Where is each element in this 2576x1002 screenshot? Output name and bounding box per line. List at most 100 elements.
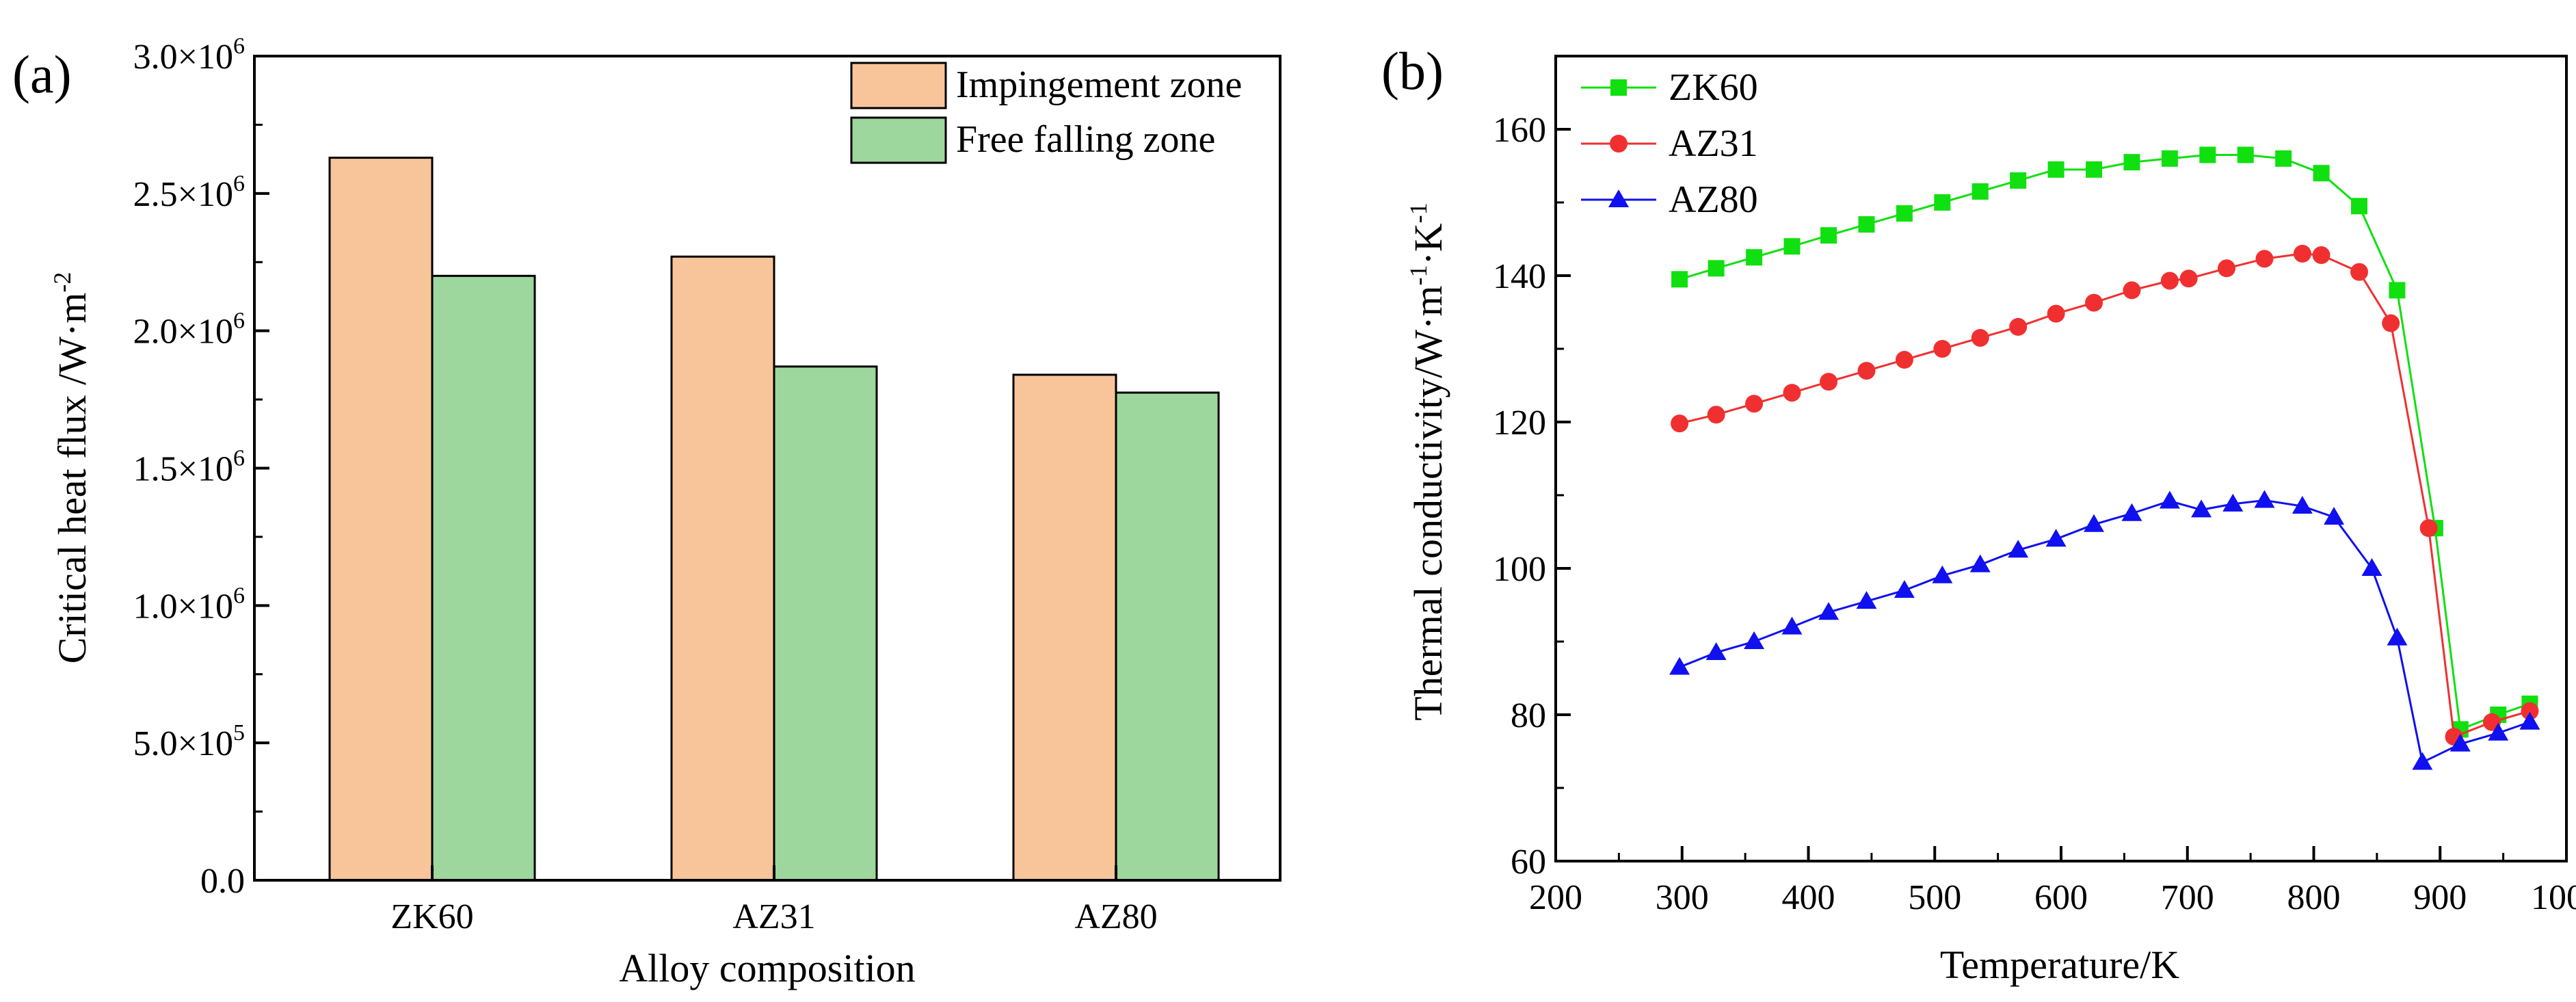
point-az80: [2254, 490, 2275, 508]
x-tick-label: 1000: [2531, 878, 2576, 917]
point-az80: [2519, 711, 2540, 730]
point-zk60: [2351, 198, 2368, 215]
y-tick-label: 1.5×106: [133, 446, 245, 489]
legend-swatch-free-falling: [850, 116, 947, 164]
point-az31: [2312, 246, 2331, 265]
point-az80: [1705, 642, 1727, 661]
point-az31: [2218, 259, 2236, 278]
y-tick-label: 80: [1511, 696, 1546, 735]
y-tick-label: 3.0×106: [133, 34, 245, 77]
point-az80: [2222, 493, 2244, 512]
bar-az80-impingement: [1012, 373, 1117, 882]
legend-marker-az31: [1610, 135, 1628, 153]
x-tick-label: ZK60: [390, 897, 473, 936]
point-zk60: [1934, 194, 1951, 211]
point-az31: [1671, 414, 1689, 433]
x-axis-title-b: Temperature/K: [1940, 942, 2179, 987]
legend-label: Free falling zone: [956, 118, 1215, 161]
y-axis-title-b-main: Thermal conductivity/W·m: [1406, 286, 1450, 721]
point-az80: [2292, 496, 2313, 514]
y-tick-label: 100: [1493, 550, 1546, 589]
point-az31: [2047, 304, 2065, 323]
legend-label: AZ80: [1669, 179, 1758, 221]
x-tick-label: 300: [1656, 878, 1709, 917]
point-az80: [1781, 616, 1803, 635]
legend-swatch-impingement: [850, 62, 947, 109]
legend-marker-zk60: [1610, 79, 1627, 96]
y-tick-label: 0.0: [200, 862, 245, 901]
point-zk60: [1671, 271, 1688, 288]
panel-label-a: (a): [12, 44, 72, 104]
point-az31: [1745, 395, 1764, 413]
x-tick-label: 800: [2287, 878, 2341, 917]
y-tick-label: 140: [1493, 257, 1546, 296]
legend-label: Impingement zone: [956, 64, 1242, 106]
bar-chart-panel: (a) 0.0 5.0×105 1.0×106 1.5×106 2.0×106 2.5×1…: [12, 34, 1282, 990]
point-zk60: [1896, 205, 1913, 222]
point-zk60: [1708, 260, 1725, 277]
legend-b: ZK60 AZ31 AZ80: [1581, 66, 1758, 221]
point-az80: [1894, 580, 1915, 598]
point-az80: [1818, 602, 1840, 620]
bar-zk60-free-falling: [431, 274, 536, 882]
line-chart-panel: (b) 60 80 100 120 140 160 200 300 400 500 600 700 8…: [1381, 41, 2576, 987]
point-az31: [2255, 250, 2274, 268]
x-tick-label: 600: [2034, 878, 2088, 917]
point-zk60: [1858, 216, 1875, 233]
point-zk60: [2010, 172, 2027, 189]
y-tick-label: 60: [1511, 843, 1546, 882]
point-az31: [2350, 263, 2369, 281]
point-zk60: [1820, 227, 1837, 244]
legend-label: AZ31: [1669, 122, 1758, 165]
point-az80: [2361, 558, 2382, 576]
point-az31: [2009, 317, 2028, 336]
y-axis-title-a-main: Critical heat flux /W·m: [50, 293, 94, 664]
panel-label-b: (b): [1381, 41, 1444, 101]
point-az80: [1969, 554, 1991, 572]
point-az80: [2387, 627, 2408, 646]
point-az31: [2382, 314, 2400, 332]
y-axis-title-a: Critical heat flux /W·m-2: [49, 272, 94, 664]
point-az80: [1856, 591, 1877, 609]
y-axis-title-a-sup: -2: [49, 272, 76, 293]
x-axis-b: 200 300 400 500 600 700 800 900 1000: [1529, 846, 2576, 917]
point-az80: [2045, 529, 2067, 547]
x-tick-label: AZ31: [732, 897, 815, 936]
point-az31: [2419, 519, 2438, 538]
x-tick-label: 900: [2413, 878, 2467, 917]
y-tick-label: 120: [1493, 404, 1546, 443]
x-tick-label: 700: [2161, 878, 2214, 917]
point-az31: [2085, 293, 2103, 312]
y-axis-title-b-sup2: -1: [1405, 202, 1432, 223]
y-axis-title-b-sup1: -1: [1405, 265, 1432, 286]
point-az31: [2123, 281, 2141, 300]
bar-az31-impingement: [670, 255, 775, 882]
x-tick-label: 200: [1529, 878, 1582, 917]
series-line-az80: [1679, 499, 2530, 764]
point-az31: [2179, 269, 2198, 288]
y-tick-label: 2.5×106: [133, 171, 245, 214]
x-tick-label: 500: [1908, 878, 1961, 917]
point-zk60: [1783, 238, 1801, 255]
point-zk60: [2389, 282, 2406, 299]
y-tick-label: 1.0×106: [133, 583, 245, 626]
x-tick-label: AZ80: [1074, 897, 1157, 936]
point-az80: [1744, 631, 1765, 649]
point-az80: [2324, 507, 2345, 525]
point-az31: [1933, 340, 1952, 358]
y-tick-label: 160: [1493, 111, 1546, 150]
legend-label: ZK60: [1669, 66, 1758, 109]
bar-zk60-impingement: [328, 157, 434, 882]
bars-group: [328, 157, 1220, 882]
y-tick-label: 2.0×106: [133, 308, 245, 352]
point-zk60: [2086, 161, 2103, 178]
point-az31: [1783, 384, 1801, 402]
point-az80: [2008, 540, 2029, 558]
point-zk60: [1971, 183, 1989, 200]
point-az80: [1669, 657, 1690, 675]
point-az31: [2160, 272, 2179, 290]
y-axis-title-b-mid: ·K: [1406, 223, 1450, 265]
point-az80: [2412, 752, 2433, 770]
point-az80: [1932, 565, 1953, 583]
